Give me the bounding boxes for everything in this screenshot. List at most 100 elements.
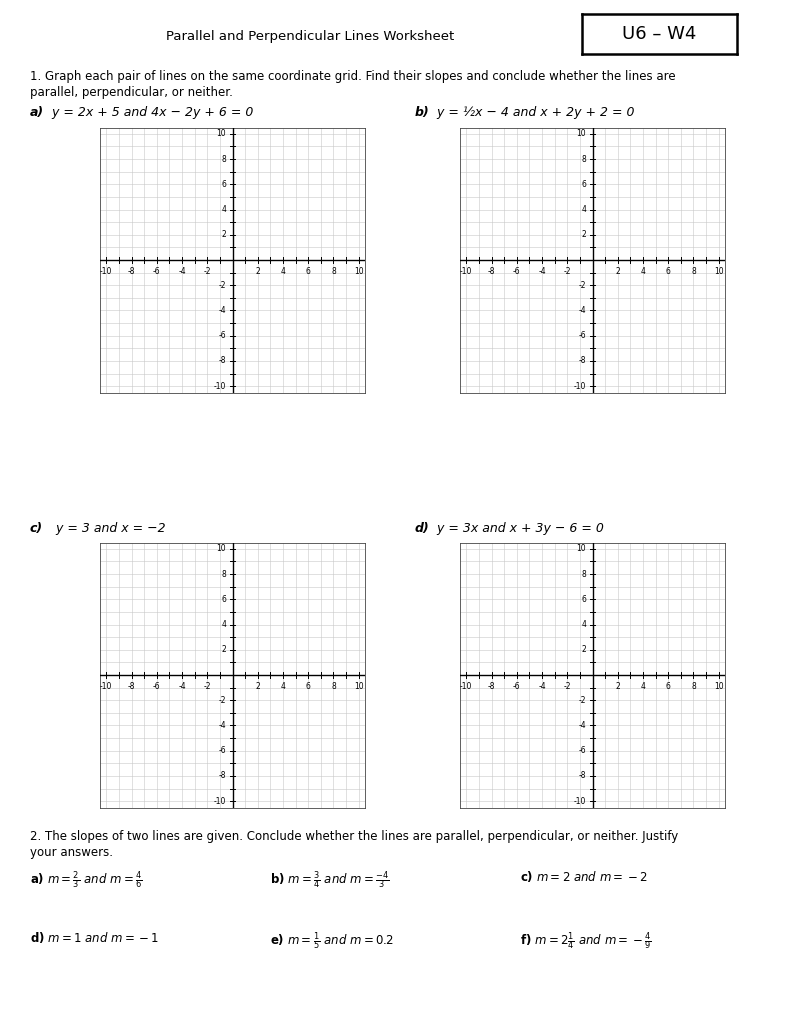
Text: d): d) — [415, 522, 430, 535]
Text: -8: -8 — [128, 267, 135, 275]
Text: -4: -4 — [218, 306, 226, 315]
Text: $\mathbf{f)}$$\ $$m = 2\frac{1}{4}\ and\ m = -\frac{4}{9}$: $\mathbf{f)}$$\ $$m = 2\frac{1}{4}\ and\… — [520, 930, 652, 951]
Text: 4: 4 — [641, 682, 645, 691]
Text: 2: 2 — [221, 645, 226, 654]
Text: 8: 8 — [331, 267, 336, 275]
Text: -10: -10 — [100, 267, 112, 275]
Text: your answers.: your answers. — [30, 846, 113, 859]
Text: -2: -2 — [579, 695, 586, 705]
Text: 10: 10 — [217, 129, 226, 138]
Text: 6: 6 — [666, 267, 671, 275]
Text: 10: 10 — [217, 545, 226, 553]
Text: $\mathbf{a)}$$\ $$m = \frac{2}{3}\ and\ m = \frac{4}{6}$: $\mathbf{a)}$$\ $$m = \frac{2}{3}\ and\ … — [30, 869, 142, 891]
Text: -6: -6 — [513, 267, 520, 275]
Text: $\mathbf{e)}$$\ $$m = \frac{1}{5}\ and\ m = 0.2$: $\mathbf{e)}$$\ $$m = \frac{1}{5}\ and\ … — [270, 930, 394, 951]
Text: -10: -10 — [460, 267, 472, 275]
Text: -2: -2 — [563, 682, 571, 691]
Text: U6 – W4: U6 – W4 — [623, 25, 697, 43]
Text: 4: 4 — [221, 205, 226, 214]
Text: a): a) — [30, 106, 44, 119]
Text: y = ½x − 4 and x + 2y + 2 = 0: y = ½x − 4 and x + 2y + 2 = 0 — [433, 106, 634, 119]
Text: 8: 8 — [581, 155, 586, 164]
Text: 2: 2 — [255, 267, 260, 275]
Text: 6: 6 — [666, 682, 671, 691]
Text: 8: 8 — [221, 569, 226, 579]
Text: -6: -6 — [218, 746, 226, 756]
Text: 8: 8 — [691, 267, 696, 275]
Text: -10: -10 — [573, 382, 586, 391]
Text: -2: -2 — [203, 682, 211, 691]
Text: 2. The slopes of two lines are given. Conclude whether the lines are parallel, p: 2. The slopes of two lines are given. Co… — [30, 830, 678, 843]
Text: -4: -4 — [578, 721, 586, 730]
Text: 8: 8 — [691, 682, 696, 691]
Text: -6: -6 — [578, 746, 586, 756]
Text: 2: 2 — [581, 645, 586, 654]
Text: -6: -6 — [218, 331, 226, 340]
Text: -4: -4 — [178, 267, 186, 275]
Text: -10: -10 — [100, 682, 112, 691]
Text: -6: -6 — [153, 682, 161, 691]
Text: 6: 6 — [306, 267, 311, 275]
Text: 10: 10 — [577, 545, 586, 553]
Text: 4: 4 — [281, 267, 286, 275]
Text: -8: -8 — [218, 771, 226, 780]
Text: 1. Graph each pair of lines on the same coordinate grid. Find their slopes and c: 1. Graph each pair of lines on the same … — [30, 70, 676, 83]
Text: -4: -4 — [538, 267, 546, 275]
Text: -2: -2 — [218, 695, 226, 705]
Text: 10: 10 — [714, 682, 724, 691]
Text: 6: 6 — [581, 595, 586, 604]
Text: -8: -8 — [488, 682, 495, 691]
Text: 4: 4 — [641, 267, 645, 275]
Text: y = 3 and x = −2: y = 3 and x = −2 — [48, 522, 165, 535]
Text: 10: 10 — [714, 267, 724, 275]
Text: -10: -10 — [573, 797, 586, 806]
Text: 10: 10 — [354, 682, 364, 691]
Text: 2: 2 — [221, 230, 226, 240]
Text: 6: 6 — [221, 180, 226, 188]
Text: $\mathbf{c)}$$\ $$m = 2\ and\ m = -2$: $\mathbf{c)}$$\ $$m = 2\ and\ m = -2$ — [520, 869, 648, 884]
Text: c): c) — [30, 522, 44, 535]
Text: y = 2x + 5 and 4x − 2y + 6 = 0: y = 2x + 5 and 4x − 2y + 6 = 0 — [48, 106, 253, 119]
Text: -6: -6 — [513, 682, 520, 691]
Text: -8: -8 — [218, 356, 226, 366]
Text: 6: 6 — [306, 682, 311, 691]
Text: -6: -6 — [578, 331, 586, 340]
Text: 8: 8 — [581, 569, 586, 579]
Text: -4: -4 — [538, 682, 546, 691]
Text: parallel, perpendicular, or neither.: parallel, perpendicular, or neither. — [30, 86, 233, 99]
Text: -10: -10 — [214, 797, 226, 806]
Text: 8: 8 — [331, 682, 336, 691]
Text: -2: -2 — [563, 267, 571, 275]
Text: Parallel and Perpendicular Lines Worksheet: Parallel and Perpendicular Lines Workshe… — [166, 30, 454, 43]
Text: 4: 4 — [221, 620, 226, 629]
Text: -8: -8 — [488, 267, 495, 275]
Text: -2: -2 — [579, 281, 586, 290]
Text: 4: 4 — [281, 682, 286, 691]
Text: -8: -8 — [128, 682, 135, 691]
Text: -2: -2 — [203, 267, 211, 275]
Text: $\mathbf{b)}$$\ $$m = \frac{3}{4}\ and\ m = \frac{-4}{3}$: $\mathbf{b)}$$\ $$m = \frac{3}{4}\ and\ … — [270, 869, 390, 891]
Text: 8: 8 — [221, 155, 226, 164]
Text: -8: -8 — [579, 771, 586, 780]
Text: -8: -8 — [579, 356, 586, 366]
Text: -2: -2 — [218, 281, 226, 290]
Text: 2: 2 — [615, 682, 620, 691]
Text: 4: 4 — [581, 205, 586, 214]
Text: y = 3x and x + 3y − 6 = 0: y = 3x and x + 3y − 6 = 0 — [433, 522, 604, 535]
Text: -6: -6 — [153, 267, 161, 275]
Text: -10: -10 — [460, 682, 472, 691]
Text: $\mathbf{d)}$$\ $$m = 1\ and\ m = -1$: $\mathbf{d)}$$\ $$m = 1\ and\ m = -1$ — [30, 930, 159, 945]
Text: 2: 2 — [255, 682, 260, 691]
Text: -4: -4 — [578, 306, 586, 315]
Text: 10: 10 — [577, 129, 586, 138]
Text: 2: 2 — [615, 267, 620, 275]
Text: 4: 4 — [581, 620, 586, 629]
Text: 6: 6 — [581, 180, 586, 188]
Text: 10: 10 — [354, 267, 364, 275]
Text: -4: -4 — [178, 682, 186, 691]
Text: 6: 6 — [221, 595, 226, 604]
Text: 2: 2 — [581, 230, 586, 240]
Text: -10: -10 — [214, 382, 226, 391]
Text: b): b) — [415, 106, 430, 119]
Text: -4: -4 — [218, 721, 226, 730]
